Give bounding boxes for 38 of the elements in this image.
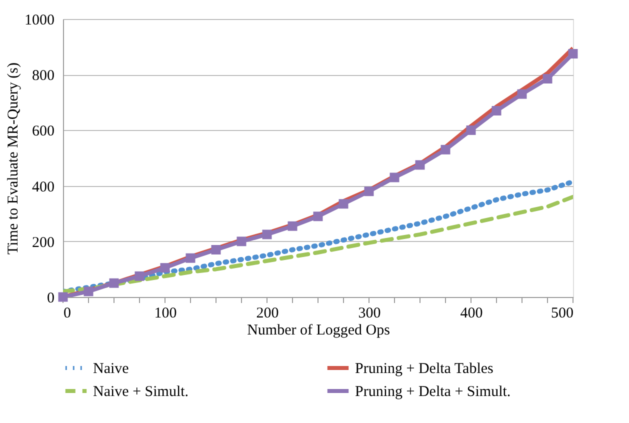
point xyxy=(542,74,552,84)
x-tick-label: 300 xyxy=(358,306,381,322)
x-tick-label: 400 xyxy=(460,306,483,322)
y-tick-label: 600 xyxy=(32,124,54,140)
y-tick-label: 0 xyxy=(47,290,54,306)
point xyxy=(338,199,348,209)
legend-label: Pruning + Delta + Simult. xyxy=(355,384,511,400)
x-tick-label: 100 xyxy=(154,306,177,322)
point xyxy=(211,244,221,254)
point xyxy=(313,212,323,222)
y-tick-label: 200 xyxy=(32,234,54,251)
y-tick-label: 400 xyxy=(32,179,54,196)
y-axis-title: Time to Evaluate MR-Query (s) xyxy=(6,62,22,254)
legend-label: Pruning + Delta Tables xyxy=(355,361,494,377)
point xyxy=(134,271,144,281)
point xyxy=(262,230,272,240)
point xyxy=(492,106,502,116)
point xyxy=(415,160,425,170)
point xyxy=(186,253,196,263)
x-tick-label: 0 xyxy=(64,306,71,322)
point xyxy=(109,278,119,288)
point xyxy=(390,172,400,182)
y-tick-label: 1000 xyxy=(24,12,54,28)
point xyxy=(236,236,246,246)
point xyxy=(466,125,476,135)
x-tick-label: 200 xyxy=(256,306,279,322)
legend-label: Naive + Simult. xyxy=(93,384,189,400)
x-axis-title: Number of Logged Ops xyxy=(247,322,390,338)
point xyxy=(568,49,578,58)
x-tick-label: 500 xyxy=(551,306,574,322)
point xyxy=(160,263,170,273)
point xyxy=(288,221,298,231)
point xyxy=(517,89,527,99)
point xyxy=(364,186,374,196)
point xyxy=(84,286,94,296)
point xyxy=(440,144,450,154)
legend-label: Naive xyxy=(93,361,130,377)
y-tick-label: 800 xyxy=(32,68,54,84)
